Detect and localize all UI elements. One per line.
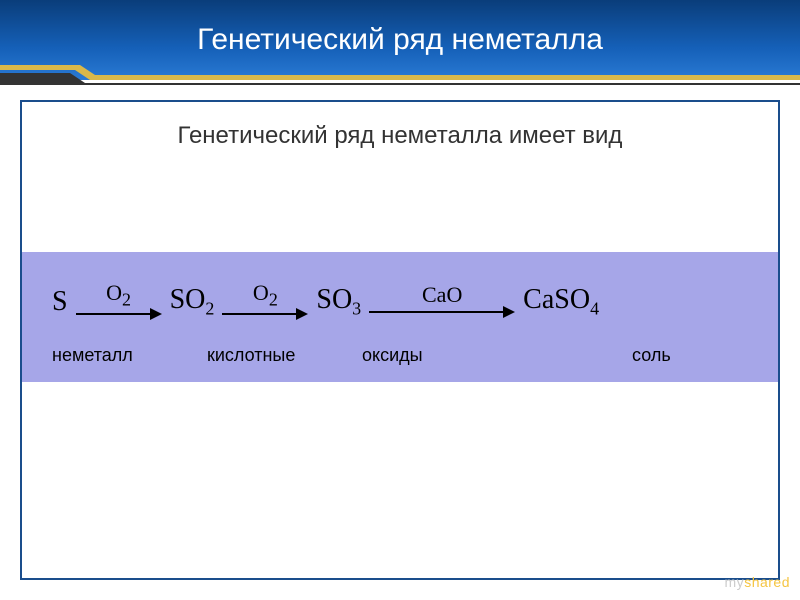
watermark: myshared [725,574,790,590]
slide-header: Генетический ряд неметалла [0,0,800,80]
reaction-row: SO2SO2O2SO3CaOCaSO4 [52,267,748,337]
species-1: SO2 [170,284,215,320]
species-label-3: соль [632,345,732,366]
reaction-strip: SO2SO2O2SO3CaOCaSO4 неметаллкислотныеокс… [22,252,778,382]
species-label-0: неметалл [52,345,182,366]
arrow-icon [220,304,310,324]
species-0: S [52,286,68,318]
species-2: SO3 [316,284,361,320]
arrow-icon [367,302,517,322]
arrow-group-2: CaO [367,282,517,322]
header-accent-shape [0,65,800,85]
watermark-plain: my [725,574,745,590]
arrow-group-1: O2 [220,280,310,324]
species-label-2: оксиды [362,345,482,366]
watermark-accent: shared [744,574,790,590]
species-3: CaSO4 [523,284,599,320]
labels-row: неметалл кислотные оксиды соль [52,345,748,369]
arrow-group-0: O2 [74,280,164,324]
arrow-icon [74,304,164,324]
content-frame: Генетический ряд неметалла имеет вид SO2… [20,100,780,580]
species-label-1: кислотные [207,345,347,366]
slide-title: Генетический ряд неметалла [197,23,603,57]
subtitle: Генетический ряд неметалла имеет вид [22,122,778,150]
